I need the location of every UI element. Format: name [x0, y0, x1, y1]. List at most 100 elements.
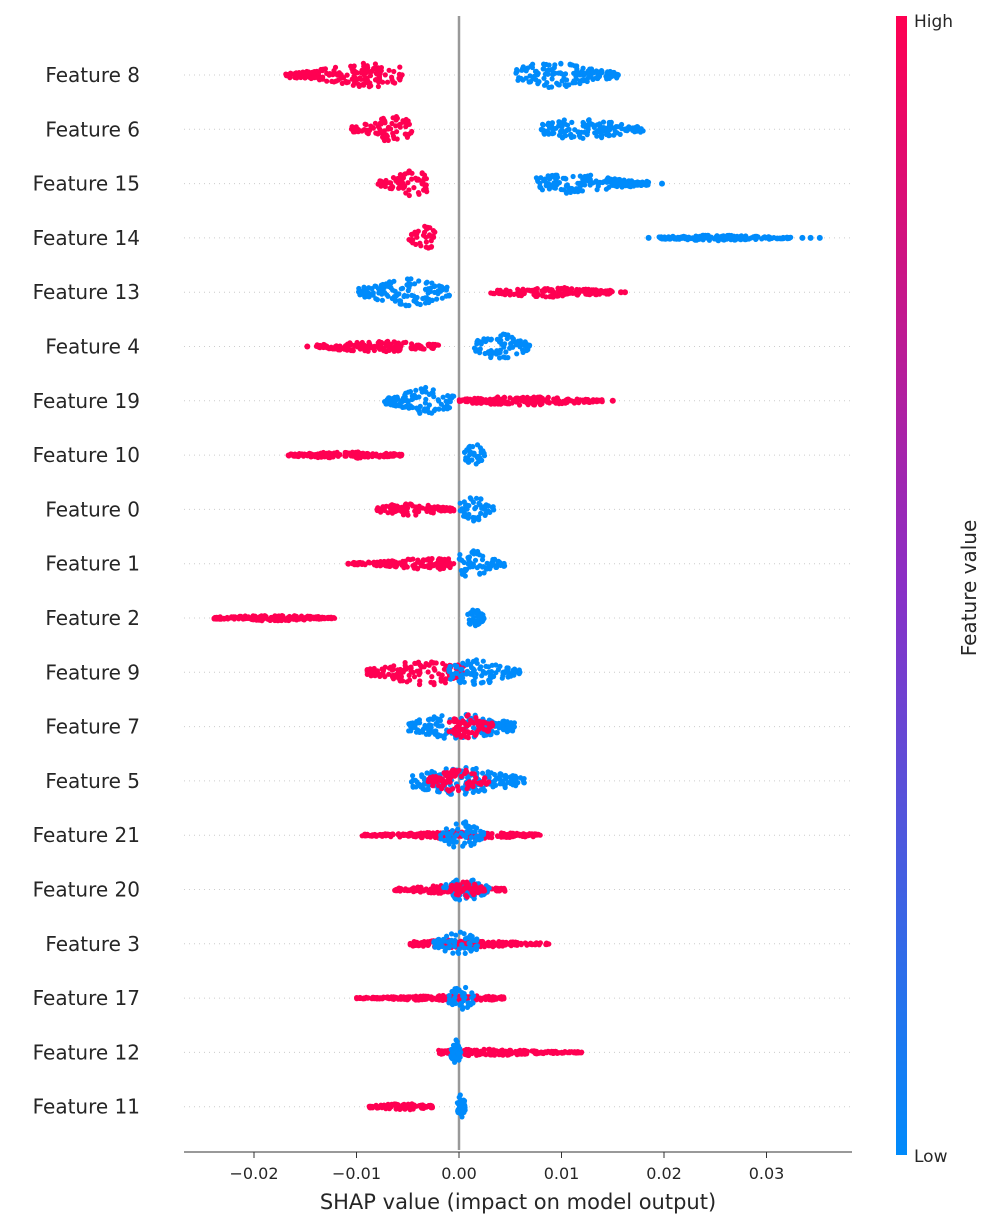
feature-feature-17-point — [461, 997, 467, 1004]
feature-feature-19-point — [396, 403, 403, 409]
feature-feature-14-point — [705, 235, 711, 242]
feature-feature-10-point — [356, 451, 362, 457]
feature-feature-9-point — [400, 678, 406, 684]
feature-feature-5-point — [486, 775, 492, 781]
feature-feature-3-point — [444, 933, 450, 939]
feature-feature-8-point — [564, 77, 570, 83]
feature-feature-7-point — [446, 719, 452, 725]
feature-feature-2-point — [252, 613, 258, 619]
feature-feature-2-point — [211, 616, 217, 622]
feature-feature-17-point — [357, 994, 363, 1001]
feature-feature-8-point — [357, 75, 363, 81]
feature-feature-1-point — [412, 563, 418, 569]
feature-feature-15-point — [395, 179, 401, 186]
feature-feature-7-point — [452, 716, 459, 722]
feature-feature-1-point — [480, 564, 486, 570]
feature-feature-11-point — [459, 1114, 465, 1120]
feature-feature-15-point — [383, 180, 389, 186]
feature-feature-13-point — [432, 283, 438, 289]
feature-feature-5-point — [419, 773, 425, 780]
feature-feature-0-point — [416, 504, 422, 510]
feature-feature-9-point — [473, 671, 479, 677]
feature-feature-12-label: Feature 12 — [33, 1040, 140, 1064]
feature-feature-14-point — [723, 234, 729, 240]
feature-feature-1-point — [393, 564, 399, 570]
feature-feature-5-point — [410, 783, 416, 789]
feature-feature-15-point — [556, 180, 563, 186]
feature-feature-7-point — [508, 720, 514, 726]
feature-feature-5-point — [467, 779, 473, 785]
feature-feature-10-point — [320, 453, 326, 459]
feature-feature-8-point — [559, 78, 565, 84]
feature-feature-8-point — [572, 80, 578, 86]
feature-feature-8-point — [541, 82, 548, 88]
feature-feature-9-point — [474, 660, 480, 666]
feature-feature-5-point — [410, 777, 416, 783]
feature-feature-0-point — [424, 508, 430, 514]
feature-feature-11-point — [368, 1105, 374, 1111]
feature-feature-6-point — [549, 120, 555, 127]
feature-feature-19-point — [488, 399, 494, 405]
feature-feature-12-point — [529, 1048, 535, 1054]
feature-feature-15-point — [582, 178, 588, 184]
feature-feature-0-point — [381, 507, 388, 513]
feature-feature-8-point — [523, 75, 529, 81]
feature-feature-8-point — [338, 75, 344, 81]
feature-feature-7-point — [446, 729, 452, 735]
feature-feature-14-point — [730, 236, 737, 242]
feature-feature-2-point — [472, 623, 479, 629]
feature-feature-17-point — [385, 994, 391, 1000]
feature-feature-2-point — [305, 613, 311, 619]
feature-feature-9-point — [511, 672, 517, 678]
x-tick-label: 0.03 — [749, 1164, 785, 1183]
feature-feature-2-point — [316, 616, 322, 622]
feature-feature-13-point — [604, 291, 611, 297]
feature-feature-20-point — [397, 888, 403, 894]
feature-feature-6-point — [381, 117, 387, 123]
feature-feature-14-point — [700, 235, 706, 242]
feature-feature-17-point — [416, 996, 422, 1002]
feature-feature-9-point — [459, 666, 465, 672]
feature-feature-12-point — [451, 1054, 457, 1060]
feature-feature-9-point — [483, 670, 489, 676]
feature-feature-10-point — [470, 444, 476, 450]
feature-feature-7-point — [485, 728, 491, 734]
feature-feature-9-point — [411, 674, 418, 680]
feature-feature-0-point — [374, 506, 380, 512]
feature-feature-6-point — [372, 120, 378, 126]
feature-feature-7-point — [464, 713, 470, 719]
feature-feature-13-point — [439, 295, 445, 301]
feature-feature-7-point — [476, 726, 482, 733]
feature-feature-20-point — [501, 886, 507, 892]
feature-feature-9-point — [408, 668, 414, 674]
feature-feature-2-point — [478, 617, 484, 623]
feature-feature-21-point — [447, 837, 453, 843]
feature-feature-9-point — [511, 666, 518, 672]
feature-feature-15-point — [637, 180, 643, 186]
feature-feature-4-point — [377, 346, 383, 352]
feature-feature-11-point — [384, 1103, 390, 1109]
feature-feature-13-point — [558, 285, 564, 292]
feature-feature-6-point — [393, 114, 399, 120]
feature-feature-3-point — [444, 945, 450, 951]
feature-feature-9-point — [406, 672, 412, 679]
feature-feature-8-point — [344, 72, 350, 78]
feature-feature-7-point — [475, 723, 481, 729]
feature-feature-12-point — [559, 1049, 565, 1055]
feature-feature-21-point — [500, 833, 506, 839]
feature-feature-6-point — [561, 117, 567, 123]
feature-feature-0-point — [389, 502, 395, 508]
feature-feature-8-point — [580, 65, 586, 71]
feature-feature-21-point — [476, 837, 483, 843]
feature-feature-3-point — [474, 937, 480, 943]
feature-feature-9-point — [372, 669, 378, 675]
feature-feature-14-point — [406, 237, 412, 243]
feature-feature-10-point — [381, 452, 387, 458]
x-tick-label: 0.00 — [441, 1164, 477, 1183]
feature-feature-13-point — [369, 286, 375, 292]
feature-feature-13-point — [390, 287, 396, 293]
feature-feature-19-point — [472, 400, 478, 406]
feature-feature-4-point — [510, 344, 516, 350]
feature-feature-9-point — [407, 677, 413, 683]
feature-feature-6-point — [393, 123, 399, 129]
